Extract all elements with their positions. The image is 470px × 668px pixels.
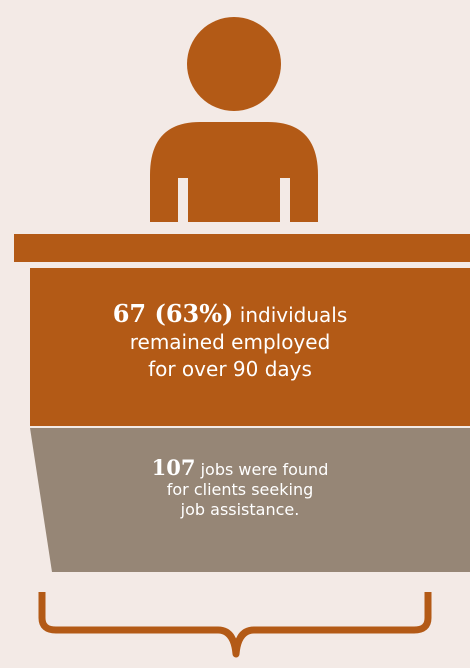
desk-top-bar	[14, 234, 470, 262]
stat-employed-line1: 67 (63%) individuals	[70, 300, 390, 329]
stat-jobs-line1: 107 jobs were found	[130, 455, 350, 480]
curly-brace-icon	[38, 592, 432, 658]
stat-employed-line1-rest: individuals	[233, 303, 348, 327]
stat-jobs-text: 107 jobs were found for clients seeking …	[130, 455, 350, 520]
person-head	[187, 17, 281, 111]
stat-employed-number: 67 (63%)	[112, 299, 234, 328]
stat-jobs-number: 107	[151, 455, 196, 480]
person-body	[150, 122, 318, 222]
stat-jobs-line2: for clients seeking	[166, 480, 314, 499]
stat-employed-line2: remained employed	[129, 330, 331, 354]
stat-jobs-line3: job assistance.	[180, 500, 300, 519]
stat-employed-text: 67 (63%) individuals remained employed f…	[70, 300, 390, 383]
stat-employed-panel	[30, 268, 470, 426]
stat-jobs-line1-rest: jobs were found	[195, 460, 329, 479]
person-icon	[150, 17, 318, 222]
stat-jobs-panel	[30, 428, 470, 572]
stat-employed-line3: for over 90 days	[148, 357, 312, 381]
